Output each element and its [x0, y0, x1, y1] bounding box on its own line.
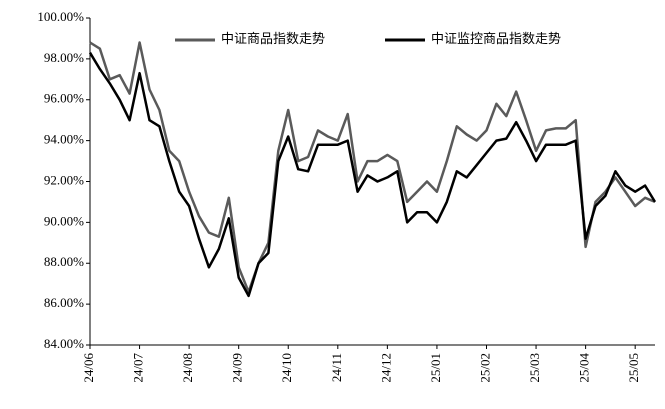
x-tick-label: 25/01: [428, 353, 443, 383]
y-tick-label: 92.00%: [44, 172, 84, 187]
x-tick-label: 25/02: [477, 353, 492, 383]
x-tick-label: 24/12: [378, 353, 393, 383]
x-tick-label: 24/07: [131, 353, 146, 383]
y-tick-label: 88.00%: [44, 254, 84, 269]
x-tick-label: 24/10: [279, 353, 294, 383]
x-tick-label: 25/04: [577, 353, 592, 383]
series-line: [88, 52, 657, 298]
y-tick-label: 96.00%: [44, 91, 84, 106]
y-tick-label: 100.00%: [37, 9, 84, 24]
x-tick-label: 24/09: [230, 353, 245, 383]
series-line: [89, 41, 656, 294]
x-tick-label: 25/03: [527, 353, 542, 383]
y-tick-label: 90.00%: [44, 213, 84, 228]
x-tick-label: 25/05: [626, 353, 641, 383]
x-tick-label: 24/06: [81, 353, 96, 383]
x-tick-label: 24/11: [329, 353, 344, 382]
y-tick-label: 94.00%: [44, 132, 84, 147]
legend-label: 中证商品指数走势: [221, 31, 325, 46]
y-tick-label: 84.00%: [44, 336, 84, 351]
x-tick-label: 24/08: [180, 353, 195, 383]
legend-label: 中证监控商品指数走势: [431, 31, 561, 46]
y-tick-label: 86.00%: [44, 295, 84, 310]
y-tick-label: 98.00%: [44, 50, 84, 65]
